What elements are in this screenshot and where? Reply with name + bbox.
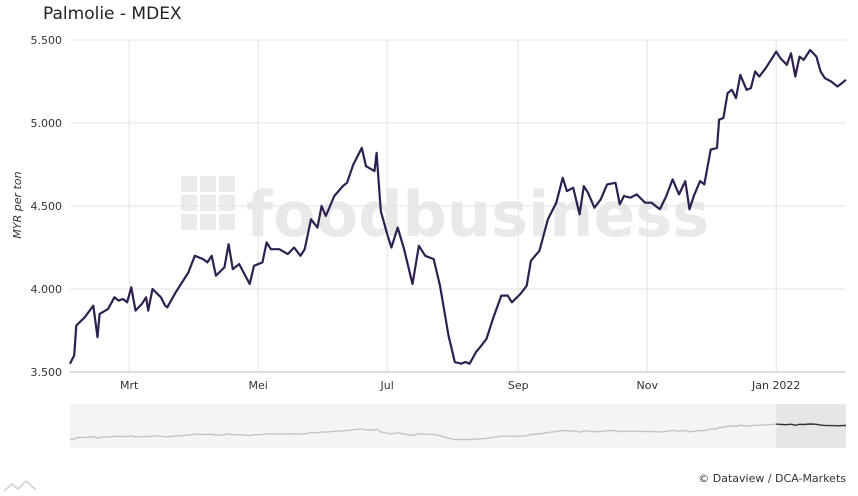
navigator-selected-line (776, 423, 847, 427)
x-tick-label: Jul (380, 379, 394, 392)
y-tick-label: 4.000 (31, 283, 63, 296)
chart-title: Palmolie - MDEX (43, 4, 182, 24)
y-tick-label: 3.500 (31, 366, 63, 379)
x-tick-label: Mrt (120, 379, 139, 392)
watermark-text: foodbusiness (246, 178, 709, 251)
watermark: foodbusiness (181, 176, 709, 251)
y-axis-label: MYR per ton (11, 171, 24, 238)
corner-logo-icon (3, 480, 37, 492)
watermark-logo-icon (181, 176, 235, 230)
x-tick-label: Mei (249, 379, 268, 392)
x-axis: Mrt Mei Jul Sep Nov Jan 2022 (120, 379, 800, 392)
x-tick-label: Jan 2022 (751, 379, 800, 392)
y-axis: 3.500 4.000 4.500 5.000 5.500 (31, 34, 63, 379)
navigator-background (70, 404, 846, 448)
y-tick-label: 5.000 (31, 117, 63, 130)
series-line (69, 48, 847, 365)
x-tick-label: Sep (508, 379, 529, 392)
navigator-series-line (69, 423, 847, 441)
x-tick-label: Nov (637, 379, 659, 392)
credits: © Dataview / DCA-Markets (698, 472, 846, 485)
y-tick-label: 4.500 (31, 200, 63, 213)
navigator[interactable] (69, 404, 847, 448)
y-tick-label: 5.500 (31, 34, 63, 47)
grid (70, 39, 846, 373)
